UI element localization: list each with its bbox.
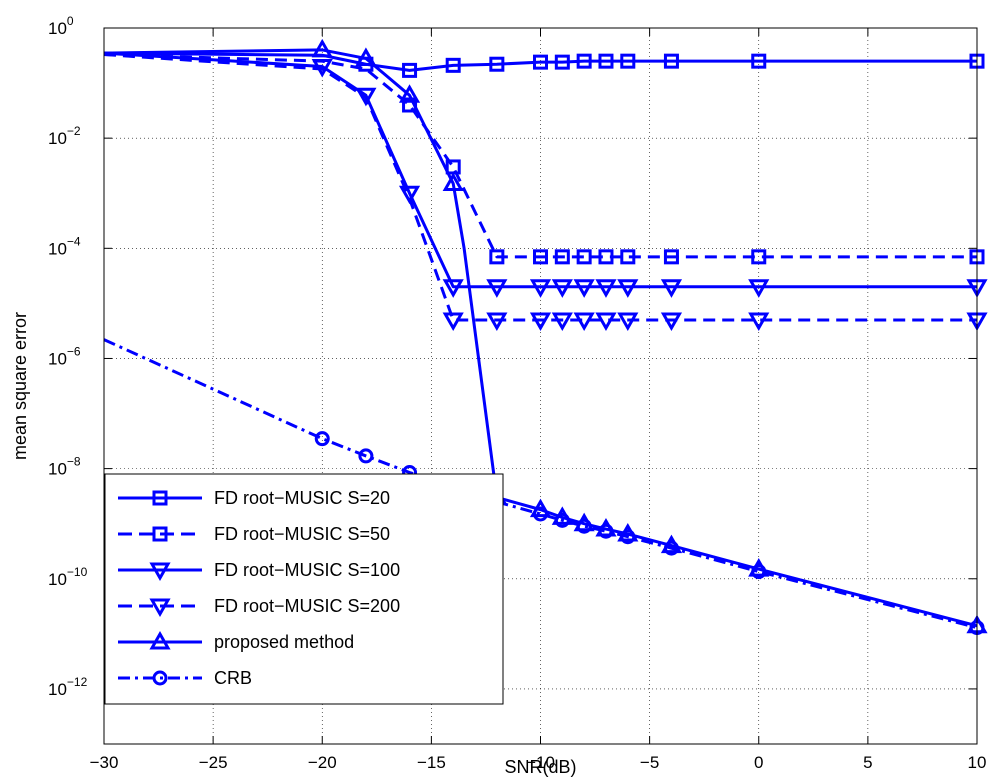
- legend-label: proposed method: [214, 632, 354, 652]
- data-point-marker: [314, 431, 330, 447]
- data-point-marker: [576, 249, 592, 265]
- x-tick-label: −20: [308, 753, 337, 772]
- legend-marker: [152, 490, 168, 506]
- y-tick-label: 10−8: [48, 455, 81, 479]
- data-point-marker: [620, 53, 636, 69]
- plot-frame: [103, 27, 978, 745]
- data-point-marker: [442, 312, 464, 331]
- y-tick-label: 10−2: [48, 124, 81, 148]
- legend-marker: [152, 670, 168, 686]
- data-point-marker: [529, 279, 552, 298]
- data-point-marker: [617, 312, 639, 331]
- legend-marker: [149, 630, 171, 650]
- data-point-marker: [533, 249, 548, 265]
- legend-label: FD root−MUSIC S=50: [214, 524, 390, 544]
- legend-entry: CRB: [118, 668, 252, 688]
- data-point-marker: [402, 62, 418, 78]
- series-line: [103, 48, 978, 628]
- x-axis-label: SNR(dB): [504, 757, 576, 777]
- y-tick-label: 10−4: [48, 234, 81, 258]
- data-point-marker: [663, 540, 679, 556]
- data-point-marker: [576, 53, 592, 69]
- data-point-marker: [489, 56, 505, 72]
- data-point-marker: [748, 279, 770, 298]
- data-point-marker: [620, 249, 636, 265]
- data-point-marker: [663, 53, 679, 69]
- data-point-marker: [554, 512, 570, 528]
- y-tick-label: 100: [48, 14, 74, 38]
- data-point-marker: [486, 312, 508, 331]
- legend-marker: [149, 598, 171, 618]
- y-tick-label: 10−10: [48, 565, 88, 589]
- data-point-marker: [445, 57, 461, 73]
- data-point-marker: [529, 312, 552, 331]
- data-point-marker: [551, 312, 573, 331]
- legend-label: FD root−MUSIC S=200: [214, 596, 400, 616]
- data-point-marker: [311, 38, 333, 58]
- data-point-marker: [573, 312, 595, 331]
- legend-marker: [152, 526, 168, 542]
- data-point-marker: [533, 506, 548, 522]
- data-point-marker: [751, 249, 767, 265]
- x-tick-label: −5: [640, 753, 659, 772]
- data-point-marker: [751, 564, 767, 580]
- legend-label: FD root−MUSIC S=100: [214, 560, 400, 580]
- legend-entry: FD root−MUSIC S=200: [118, 596, 400, 618]
- legend-label: CRB: [214, 668, 252, 688]
- series-4: [103, 53, 988, 331]
- data-point-marker: [598, 249, 614, 265]
- legend-entry: proposed method: [118, 630, 354, 652]
- series-3: [103, 51, 988, 298]
- data-point-marker: [358, 448, 374, 464]
- x-tick-label: −15: [417, 753, 446, 772]
- y-tick-label: 10−12: [48, 675, 88, 699]
- legend-entry: FD root−MUSIC S=100: [118, 560, 400, 582]
- data-point-marker: [554, 54, 570, 70]
- data-point-marker: [751, 53, 767, 69]
- x-tick-label: −30: [90, 753, 119, 772]
- data-point-marker: [554, 249, 570, 265]
- legend-box: [104, 473, 504, 705]
- legend: FD root−MUSIC S=20 FD root−MUSIC S=50 FD r…: [104, 473, 504, 705]
- data-point-marker: [442, 172, 464, 192]
- series-line: [103, 338, 978, 630]
- data-point-marker: [598, 523, 614, 539]
- legend-entry: FD root−MUSIC S=50: [118, 524, 390, 544]
- y-axis-label: mean square error: [10, 312, 30, 460]
- data-point-marker: [398, 185, 421, 205]
- data-point-marker: [573, 279, 595, 298]
- series-line: [103, 53, 977, 322]
- series-2: [103, 53, 985, 265]
- data-point-marker: [489, 249, 505, 265]
- data-point-marker: [660, 279, 683, 298]
- legend-entry: FD root−MUSIC S=20: [118, 488, 390, 508]
- data-point-marker: [551, 279, 573, 298]
- data-point-marker: [442, 279, 464, 298]
- data-point-marker: [748, 312, 770, 331]
- data-point-marker: [398, 84, 421, 103]
- legend-marker: [149, 562, 171, 582]
- legend-label: FD root−MUSIC S=20: [214, 488, 390, 508]
- data-point-marker: [533, 54, 548, 70]
- data-point-marker: [355, 47, 377, 66]
- data-point-marker: [576, 518, 592, 534]
- x-tick-label: 0: [754, 753, 763, 772]
- data-point-marker: [598, 53, 614, 69]
- axis-ticks: −30 −25 −20 −15 −10 −5 0 5 10 100 10−2 10−4 10−6 10−8…: [48, 14, 986, 772]
- x-tick-label: −25: [199, 753, 228, 772]
- data-point-marker: [617, 279, 639, 298]
- data-point-marker: [486, 279, 508, 298]
- series-1: [103, 51, 985, 78]
- x-tick-label: −10: [526, 753, 555, 772]
- x-tick-label: 5: [863, 753, 872, 772]
- series-line: [103, 53, 977, 259]
- data-point-marker: [660, 312, 683, 331]
- data-point-marker: [595, 279, 617, 298]
- y-tick-label: 10−6: [48, 344, 81, 368]
- data-point-marker: [663, 249, 679, 265]
- data-point-marker: [595, 312, 617, 331]
- data-point-marker: [620, 529, 636, 545]
- x-tick-label: 10: [968, 753, 987, 772]
